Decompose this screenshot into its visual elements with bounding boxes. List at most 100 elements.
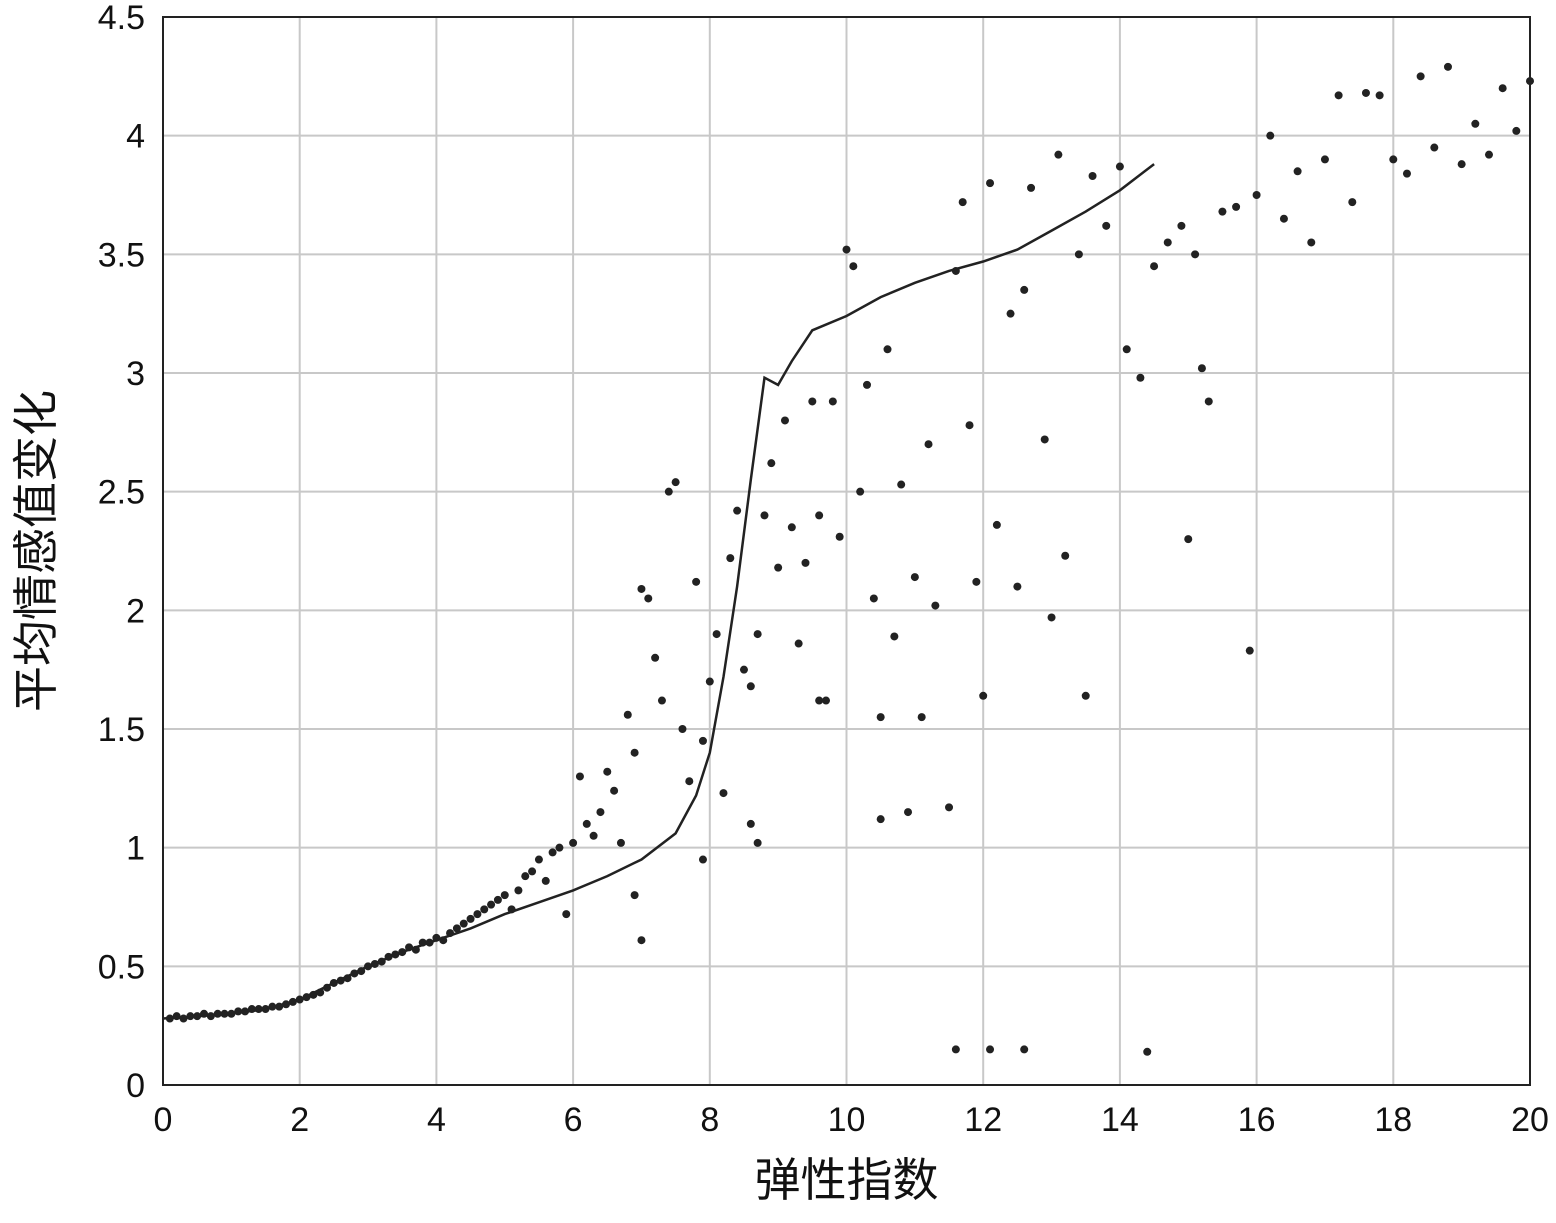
data-point [1218, 207, 1227, 216]
data-point [1348, 198, 1357, 207]
data-point [1430, 143, 1439, 152]
data-point [596, 808, 605, 817]
data-point [1279, 214, 1288, 223]
data-point [1184, 535, 1193, 544]
data-point [514, 886, 523, 895]
data-point [767, 459, 776, 468]
data-point [500, 891, 509, 900]
data-point [569, 838, 578, 847]
data-point [1061, 551, 1070, 560]
data-point [630, 891, 639, 900]
data-point [712, 630, 721, 639]
data-point [616, 838, 625, 847]
data-point [869, 594, 878, 603]
data-point [739, 665, 748, 674]
x-tick-label: 14 [1101, 1101, 1139, 1139]
data-point [582, 819, 591, 828]
data-point [1361, 88, 1370, 97]
data-point [603, 767, 612, 776]
x-tick-label: 2 [290, 1101, 309, 1139]
data-point [623, 710, 632, 719]
data-point [726, 554, 735, 563]
data-point [972, 577, 981, 586]
data-point [931, 601, 940, 610]
data-point [828, 397, 837, 406]
data-point [1081, 691, 1090, 700]
data-point [924, 440, 933, 449]
data-point [1471, 119, 1480, 128]
data-point [589, 831, 598, 840]
data-point [801, 558, 810, 567]
data-point [548, 848, 557, 857]
data-point [657, 696, 666, 705]
data-point [876, 713, 885, 722]
data-point [521, 872, 530, 881]
data-point [1020, 285, 1029, 294]
data-point [1252, 191, 1261, 199]
data-point [733, 506, 742, 515]
data-point [774, 563, 783, 572]
data-point [1443, 62, 1452, 71]
plot-frame [162, 16, 1531, 1086]
data-point [1498, 84, 1507, 93]
data-point [678, 725, 687, 733]
data-point [1484, 150, 1493, 159]
data-point [644, 594, 653, 603]
y-tick-label: 0 [126, 1067, 145, 1105]
y-tick-label: 4.5 [98, 0, 145, 37]
data-point [746, 682, 755, 691]
data-point [534, 855, 543, 864]
data-point [1102, 221, 1111, 230]
data-point [1307, 238, 1316, 247]
data-point [1074, 250, 1083, 259]
data-point [945, 803, 954, 812]
data-point [664, 487, 673, 496]
data-point [698, 855, 707, 864]
data-point [897, 480, 906, 489]
data-point [1512, 126, 1521, 135]
x-axis-title: 弹性指数 [755, 1153, 939, 1207]
data-point [1266, 131, 1275, 140]
y-tick-label: 3.5 [98, 236, 145, 274]
data-point [705, 677, 714, 686]
data-point [1027, 183, 1036, 192]
data-point [1020, 1045, 1029, 1054]
data-point [842, 245, 851, 254]
x-tick-label: 8 [700, 1101, 719, 1139]
data-point [965, 421, 974, 430]
data-point [630, 748, 639, 757]
y-tick-label: 1 [126, 830, 145, 868]
x-tick-label: 4 [427, 1101, 446, 1139]
data-point [856, 487, 865, 496]
data-point [910, 573, 919, 582]
x-tick-label: 20 [1511, 1101, 1549, 1139]
data-point [986, 1045, 995, 1054]
data-point [575, 772, 584, 781]
data-point [1416, 72, 1425, 81]
data-point [487, 900, 496, 909]
data-point [1150, 262, 1159, 271]
data-point [849, 262, 858, 271]
data-point [815, 696, 824, 705]
data-point [555, 843, 564, 852]
data-point [651, 653, 660, 662]
y-tick-label: 2 [126, 592, 145, 630]
y-axis-title: 平均情感值变化 [9, 390, 63, 712]
data-point [719, 789, 728, 798]
data-point [986, 179, 995, 188]
data-point [753, 838, 762, 847]
data-point [1197, 364, 1206, 373]
data-point [493, 895, 502, 904]
data-point [753, 630, 762, 639]
data-point [746, 819, 755, 828]
x-tick-label: 0 [154, 1101, 173, 1139]
data-point [1334, 91, 1343, 100]
y-axis-ticks: 0 0.5 1 1.5 2 2.5 3 3.5 4 4.5 [98, 0, 145, 1105]
data-point [794, 639, 803, 648]
x-tick-label: 10 [828, 1101, 866, 1139]
grid-lines [162, 16, 1531, 1086]
x-tick-label: 12 [964, 1101, 1002, 1139]
data-point [459, 919, 468, 928]
data-point [1143, 1047, 1152, 1056]
data-point [1526, 77, 1534, 86]
